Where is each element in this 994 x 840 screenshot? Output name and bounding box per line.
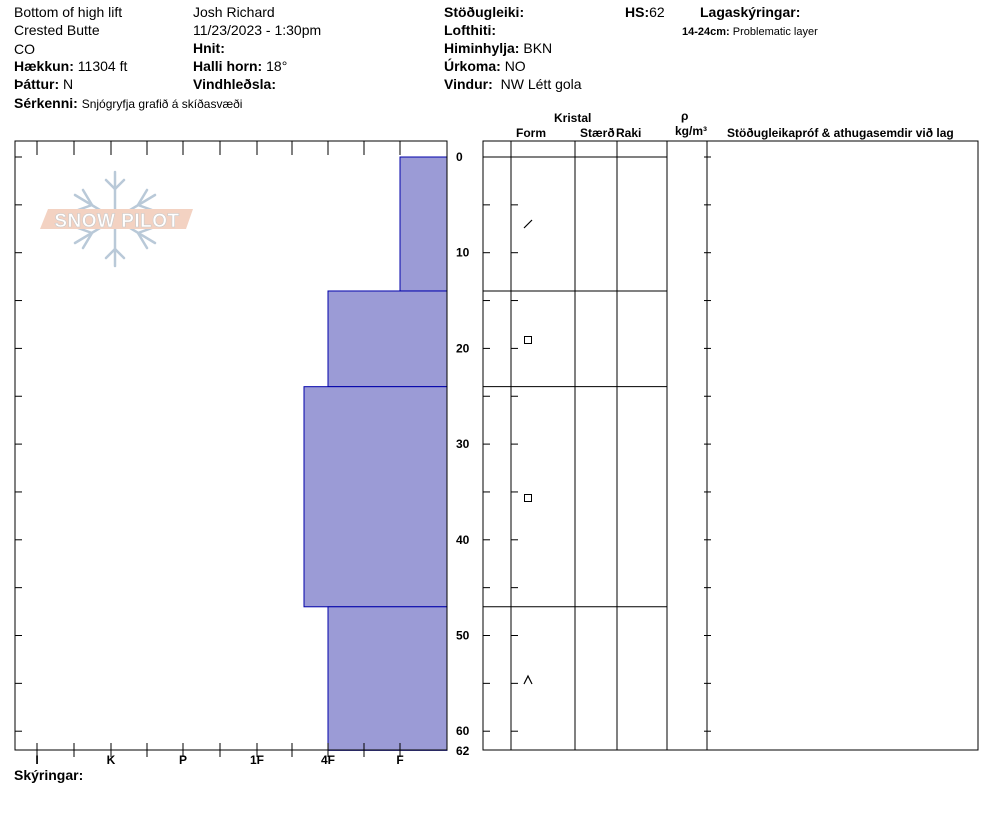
location-line3: CO (14, 41, 35, 57)
slope-label: Halli horn: (193, 58, 263, 74)
hardness-axis-ticks (36, 141, 401, 757)
layer-notes-row: 14-24cm: Problematic layer (682, 24, 818, 40)
layer-notes-range: 14-24cm: (682, 26, 730, 38)
density-unit-header: kg/m³ (675, 124, 708, 138)
hardness-axis-labels: I K P 1F 4F F (35, 753, 403, 767)
layer-table-depth-ticks (483, 156, 711, 732)
precip-row: Úrkoma: NO (444, 58, 526, 74)
sky-row: Himinhylja: BKN (444, 40, 552, 56)
depth-hoar-icon (523, 674, 533, 685)
sky-label: Himinhylja: (444, 40, 520, 56)
elevation-value: 11304 ft (77, 58, 128, 74)
features-row: Sérkenni: Snjógryfja grafið á skíðasvæði (14, 95, 242, 112)
crystal-header: Kristal (554, 111, 592, 125)
hardness-bar-3 (303, 386, 448, 608)
precipitation-particle-icon (523, 219, 533, 229)
grain-form-symbols (523, 219, 533, 685)
tests-header: Stöðugleikapróf & athugasemdir við lag (727, 126, 954, 140)
slope-row: Halli horn: 18° (193, 58, 287, 74)
hardness-label: 4F (321, 753, 335, 767)
hardness-label: I (35, 753, 38, 767)
air-temp-row: Lofthiti: (444, 22, 496, 38)
depth-label: 20 (456, 341, 470, 355)
elevation-row: Hækkun: 11304 ft (14, 58, 127, 74)
location-line2: Crested Butte (14, 22, 100, 38)
location-line1: Bottom of high lift (14, 4, 123, 20)
depth-label: 10 (456, 246, 470, 260)
size-header: Stærð (580, 126, 615, 140)
elevation-label: Hækkun: (14, 58, 74, 74)
layer-notes-text: Problematic layer (732, 26, 818, 38)
wind-row: Vindur: NW Létt gola (444, 76, 582, 92)
moisture-header: Raki (616, 126, 642, 140)
hardness-bar-1 (399, 156, 448, 292)
features-label: Sérkenni: (14, 95, 78, 111)
wind-loading-row: Vindhleðsla: (193, 76, 276, 92)
hs-value: 62 (649, 4, 665, 20)
legend-label: Skýringar: (14, 767, 84, 783)
hardness-label: 1F (250, 753, 264, 767)
depth-axis-labels: 0 10 20 30 40 50 60 62 (456, 150, 470, 758)
wind-label: Vindur: (444, 76, 493, 92)
features-value: Snjógryfja grafið á skíðasvæði (81, 97, 243, 111)
aspect-row: Þáttur: N (14, 76, 73, 92)
hs-label: HS: (625, 4, 650, 20)
layer-notes-label: Lagaskýringar: (700, 4, 801, 20)
hardness-label: K (107, 753, 116, 767)
faceted-crystal-icon (524, 494, 532, 502)
rho-header: ρ (681, 109, 689, 123)
logo-text: SNOW PILOT (54, 211, 179, 232)
coords-row: Hnit: (193, 40, 225, 56)
coords-label: Hnit: (193, 40, 225, 56)
stability-label: Stöðugleiki: (444, 4, 525, 20)
aspect-label: Þáttur: (14, 76, 60, 92)
depth-label: 0 (456, 150, 463, 164)
hs-row: HS:62 (625, 4, 665, 20)
hardness-bar-4 (327, 606, 448, 751)
wind-value: NW Létt gola (500, 76, 582, 92)
air-temp-label: Lofthiti: (444, 22, 497, 38)
faceted-crystal-icon (524, 336, 532, 344)
datetime: 11/23/2023 - 1:30pm (193, 22, 322, 38)
layer-boundary-lines (483, 156, 667, 608)
depth-axis-ticks (15, 156, 22, 732)
depth-label: 30 (456, 437, 470, 451)
hardness-label: P (179, 753, 187, 767)
aspect-value: N (63, 76, 74, 92)
hardness-label: F (396, 753, 403, 767)
sky-value: BKN (523, 40, 553, 56)
slope-value: 18° (266, 58, 288, 74)
snowpilot-logo: SNOW PILOT (40, 170, 193, 268)
precip-label: Úrkoma: (444, 58, 501, 74)
precip-value: NO (504, 58, 526, 74)
depth-label: 62 (456, 744, 470, 758)
hardness-bars (303, 156, 448, 751)
depth-label: 50 (456, 629, 470, 643)
depth-label: 60 (456, 724, 470, 738)
observer: Josh Richard (193, 4, 275, 20)
layer-table-frame (482, 140, 979, 751)
stability-row: Stöðugleiki: (444, 4, 524, 20)
form-header: Form (516, 126, 546, 140)
wind-loading-label: Vindhleðsla: (193, 76, 276, 92)
hardness-bar-2 (327, 290, 448, 388)
depth-label: 40 (456, 533, 470, 547)
